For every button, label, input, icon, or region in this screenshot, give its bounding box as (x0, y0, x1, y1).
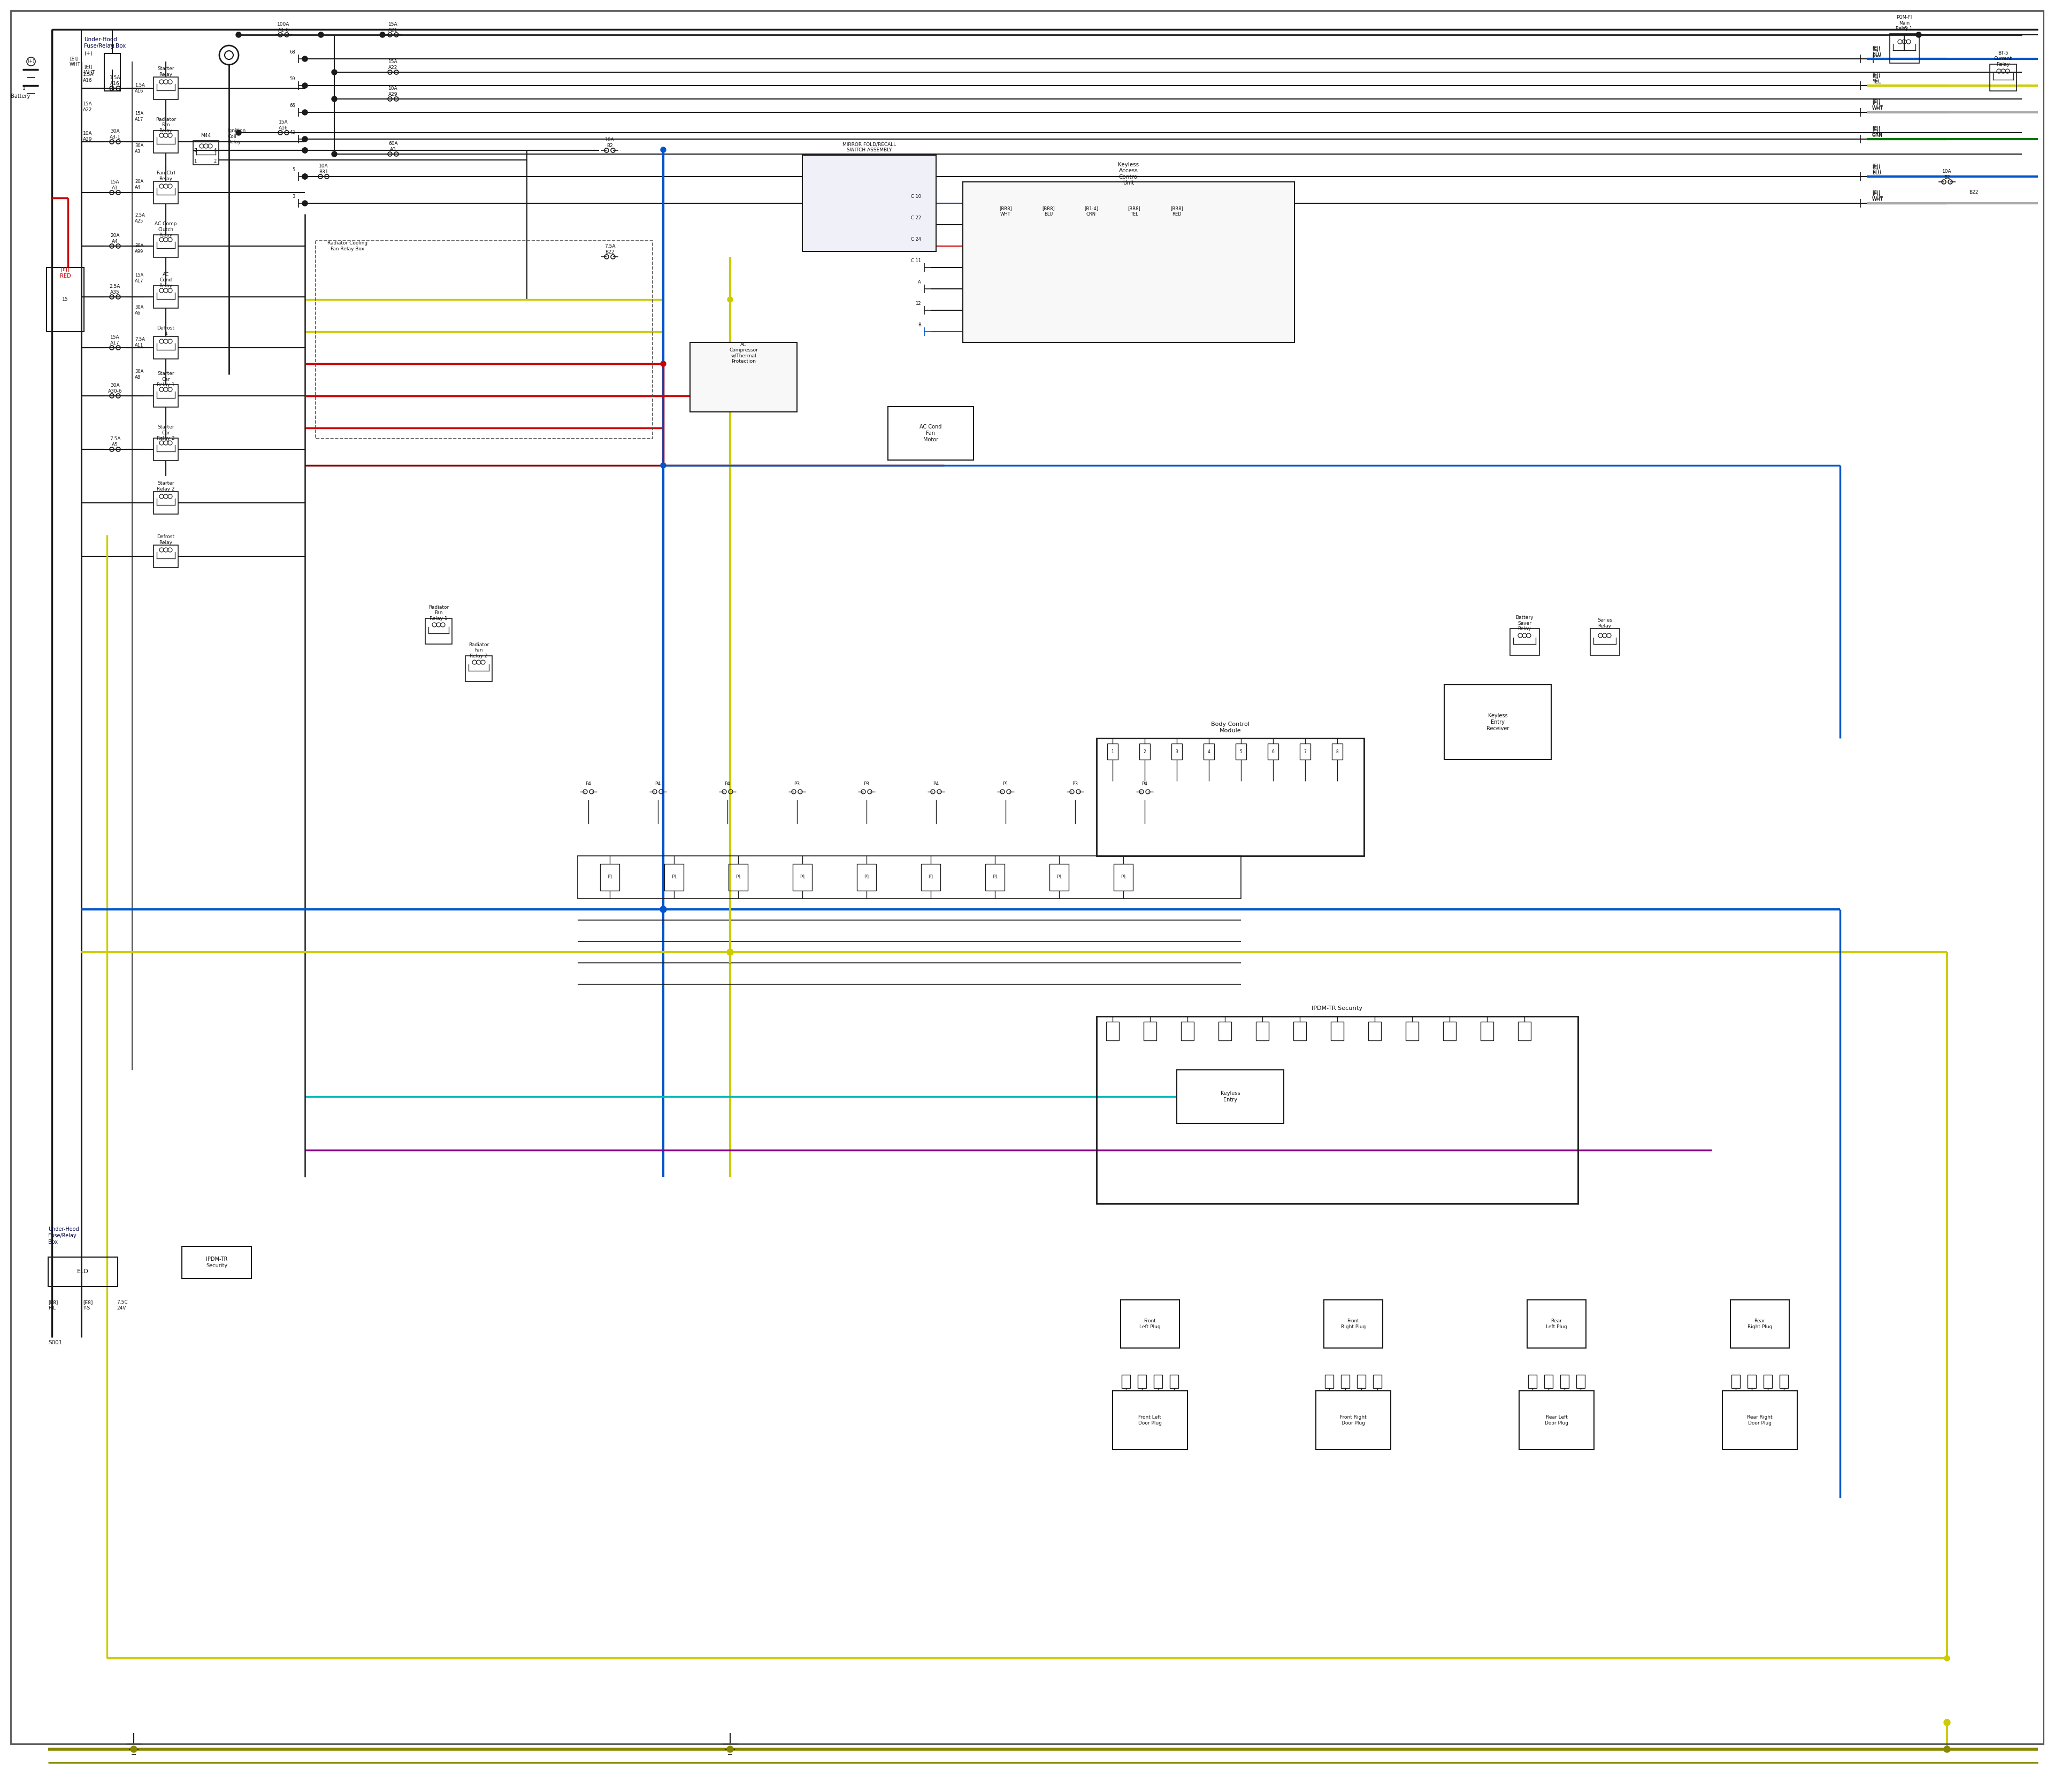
Text: 15: 15 (62, 297, 68, 303)
Text: [EJ]
WHT: [EJ] WHT (1871, 190, 1884, 201)
Text: MIRROR FOLD/RECALL
SWITCH ASSEMBLY: MIRROR FOLD/RECALL SWITCH ASSEMBLY (842, 142, 896, 152)
Text: [BR8]
WHT: [BR8] WHT (998, 206, 1013, 217)
Text: 15A
A17: 15A A17 (136, 111, 144, 122)
Text: Radiator
Fan
Relay 2: Radiator Fan Relay 2 (468, 643, 489, 658)
Text: Front
Left Plug: Front Left Plug (1140, 1319, 1161, 1330)
Bar (600, 864, 620, 891)
Bar (1138, 1374, 1146, 1389)
Bar (1368, 1021, 1380, 1041)
Text: S001: S001 (47, 1340, 62, 1346)
Text: 10A
B31: 10A B31 (318, 163, 329, 174)
Bar (1372, 1374, 1382, 1389)
Text: 15A
A1: 15A A1 (111, 179, 119, 190)
Circle shape (661, 147, 665, 152)
Circle shape (331, 151, 337, 156)
Bar (963, 181, 1294, 342)
Bar (1107, 1021, 1119, 1041)
Text: 7.5A
A5: 7.5A A5 (109, 437, 121, 446)
Bar (729, 864, 748, 891)
Bar (1325, 1374, 1333, 1389)
Text: [EI]
WHT: [EI] WHT (84, 65, 94, 75)
Text: [EJ]
BLU: [EJ] BLU (1871, 47, 1881, 57)
Bar (154, 437, 179, 461)
Bar (193, 142, 220, 165)
Text: [EJ]
GRN: [EJ] GRN (1871, 127, 1884, 136)
Text: Front Left
Door Plug: Front Left Door Plug (1138, 1416, 1163, 1425)
Bar (105, 54, 121, 91)
Text: AC
Cond
Relay: AC Cond Relay (158, 272, 173, 289)
Circle shape (1943, 1745, 1949, 1753)
Circle shape (302, 147, 308, 152)
Text: [EJ]
BLU: [EJ] BLU (1871, 163, 1881, 174)
Text: [E8]
Y-S: [E8] Y-S (82, 1299, 92, 1310)
Text: Battery
Saver
Relay: Battery Saver Relay (1516, 615, 1534, 631)
Bar (1510, 629, 1538, 656)
Text: 3: 3 (292, 195, 296, 199)
Bar (1218, 1021, 1230, 1041)
Text: C 24: C 24 (910, 237, 920, 242)
Circle shape (302, 201, 308, 206)
Bar (1204, 744, 1214, 760)
Bar (1107, 744, 1117, 760)
Bar (1528, 1374, 1536, 1389)
Bar (1575, 1374, 1586, 1389)
Text: 2.5A
A35: 2.5A A35 (109, 285, 121, 294)
Text: IPDM-TR Security: IPDM-TR Security (1313, 1005, 1362, 1011)
Circle shape (1943, 1719, 1949, 1726)
Bar (154, 77, 179, 100)
Text: [EI]
WHT: [EI] WHT (70, 56, 80, 66)
Bar (154, 545, 179, 568)
Text: 1: 1 (23, 86, 25, 91)
Text: AC Comp
Clutch
Relay: AC Comp Clutch Relay (154, 222, 177, 238)
Bar (1121, 1299, 1179, 1348)
Text: [EJ]
WHT: [EJ] WHT (1871, 100, 1884, 109)
Bar (154, 131, 179, 152)
Text: 20A
A4: 20A A4 (111, 233, 119, 244)
Text: Keyless
Access
Control
Unit: Keyless Access Control Unit (1117, 161, 1140, 186)
Text: 15A
A17: 15A A17 (136, 272, 144, 283)
Text: 30A
A3-1: 30A A3-1 (109, 129, 121, 140)
Bar (154, 385, 179, 407)
Text: Rear
Right Plug: Rear Right Plug (1748, 1319, 1773, 1330)
Bar (1237, 744, 1247, 760)
Text: Under-Hood
Fuse/Relay
Box: Under-Hood Fuse/Relay Box (47, 1228, 78, 1245)
Text: Starter
Relay 2: Starter Relay 2 (156, 480, 175, 491)
Text: P4: P4 (1142, 781, 1148, 787)
Text: 2.5A
A25: 2.5A A25 (136, 213, 146, 224)
Text: 15A
A16: 15A A16 (279, 120, 288, 131)
Text: P1: P1 (992, 874, 998, 880)
Circle shape (380, 32, 386, 38)
Bar (793, 864, 811, 891)
Text: 66: 66 (290, 104, 296, 108)
Text: 2: 2 (1144, 749, 1146, 754)
Bar (986, 864, 1004, 891)
Text: 15A
A22: 15A A22 (388, 59, 398, 70)
Bar (1144, 1021, 1156, 1041)
Text: 42: 42 (290, 131, 296, 134)
Bar (1181, 1021, 1193, 1041)
Text: T1: T1 (109, 45, 115, 50)
Circle shape (727, 950, 733, 955)
Text: 1: 1 (1111, 749, 1113, 754)
Bar (1748, 1374, 1756, 1389)
Text: C 22: C 22 (910, 215, 920, 220)
Text: Radiator Cooling
Fan Relay Box: Radiator Cooling Fan Relay Box (327, 240, 368, 251)
Text: 60A
A3: 60A A3 (388, 142, 398, 152)
Bar (1518, 1021, 1530, 1041)
Bar (663, 864, 684, 891)
Text: 100A
A1-6: 100A A1-6 (277, 22, 290, 32)
Bar (1732, 1374, 1740, 1389)
Text: P1: P1 (928, 874, 933, 880)
Text: 1.5A
A16: 1.5A A16 (136, 82, 146, 93)
Bar (1140, 744, 1150, 760)
Text: 30A
A30-6: 30A A30-6 (109, 383, 121, 394)
Text: Under-Hood
Fuse/Relay Box: Under-Hood Fuse/Relay Box (84, 38, 125, 48)
Text: P3: P3 (795, 781, 799, 787)
Circle shape (331, 97, 337, 102)
Text: Rear
Left Plug: Rear Left Plug (1547, 1319, 1567, 1330)
Text: A: A (918, 280, 920, 285)
Bar (1561, 1374, 1569, 1389)
Bar (1723, 1391, 1797, 1450)
Text: 7.5C
24V: 7.5C 24V (117, 1299, 127, 1310)
Bar (1729, 1299, 1789, 1348)
